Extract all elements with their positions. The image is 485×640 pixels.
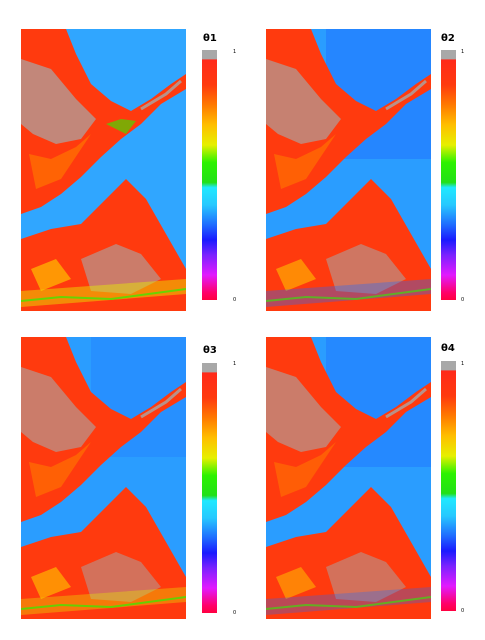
colorbar-title: θ4 [441,343,455,354]
colorbar-title: θ2 [441,33,455,44]
colorbar-max-label: 1 [233,49,237,55]
raster-map [21,29,186,311]
colorbar-max-label: 1 [461,361,465,367]
colorbar [441,50,456,300]
panel-theta-3: θ3 1 0 [21,331,236,619]
colorbar-max-label: 1 [233,361,237,367]
map-theta-1 [21,29,186,311]
panel-theta-2: θ2 1 0 [266,23,466,311]
map-theta-4 [266,337,431,619]
colorbar-title: θ1 [203,33,217,44]
colorbar-max-label: 1 [461,49,465,55]
colorbar-min-label: 0 [233,297,237,303]
raster-map [266,337,431,619]
raster-map [21,337,186,619]
colorbar-min-label: 0 [233,610,237,616]
colorbar [202,50,217,300]
map-theta-3 [21,337,186,619]
colorbar [202,363,217,613]
colorbar-min-label: 0 [461,608,465,614]
colorbar-min-label: 0 [461,297,465,303]
panel-theta-1: θ1 1 0 [21,23,236,311]
panel-theta-4: θ4 1 0 [266,331,466,619]
raster-map [266,29,431,311]
colorbar [441,361,456,611]
map-theta-2 [266,29,431,311]
colorbar-title: θ3 [203,345,217,356]
